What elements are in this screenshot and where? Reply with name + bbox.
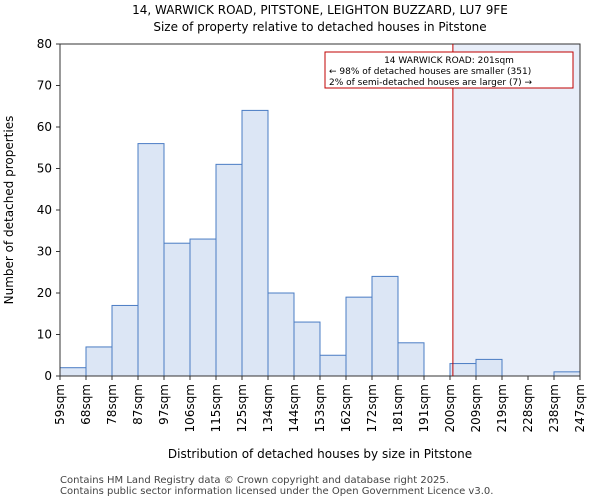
y-tick-label: 0: [44, 369, 52, 383]
bar: [111, 304, 139, 377]
bar: [553, 371, 581, 377]
bar: [293, 321, 321, 377]
annotation-line2: ← 98% of detached houses are smaller (35…: [329, 67, 531, 77]
highlight-region: [452, 44, 580, 376]
bar: [371, 275, 399, 377]
annotation-line3: 2% of semi-detached houses are larger (7…: [329, 78, 533, 88]
bar: [189, 238, 217, 377]
x-tick-label: 125sqm: [235, 384, 249, 432]
x-tick-label: 153sqm: [313, 384, 327, 432]
x-tick-label: 115sqm: [209, 384, 223, 432]
y-tick-label: 40: [37, 203, 52, 217]
x-tick-label: 228sqm: [521, 384, 535, 432]
bar: [241, 109, 269, 377]
footer-line1: Contains HM Land Registry data © Crown c…: [60, 475, 449, 486]
annotation-box: [324, 51, 574, 89]
bar: [59, 367, 87, 377]
x-tick-label: 87sqm: [131, 384, 145, 425]
y-tick-label: 10: [37, 328, 52, 342]
chart-title-line1: 14, WARWICK ROAD, PITSTONE, LEIGHTON BUZ…: [132, 3, 508, 17]
y-tick-label: 80: [37, 37, 52, 51]
bar: [267, 292, 295, 377]
x-tick-label: 144sqm: [287, 384, 301, 432]
bar: [215, 163, 243, 377]
bar: [449, 363, 477, 377]
x-tick-label: 172sqm: [365, 384, 379, 432]
x-tick-label: 134sqm: [261, 384, 275, 432]
chart-title-line2: Size of property relative to detached ho…: [153, 20, 486, 34]
x-tick-label: 68sqm: [79, 384, 93, 425]
bar: [475, 358, 503, 377]
x-tick-label: 59sqm: [53, 384, 67, 425]
x-tick-label: 247sqm: [573, 384, 587, 432]
bar: [163, 242, 191, 377]
x-tick-label: 97sqm: [157, 384, 171, 425]
y-tick-label: 60: [37, 120, 52, 134]
y-tick-label: 70: [37, 79, 52, 93]
bar: [319, 354, 347, 377]
x-tick-label: 181sqm: [391, 384, 405, 432]
plot-area: 0 10 20 30 40 50 60 70 80 59sqm 68sqm 78sqm 87sqm 97s…: [37, 37, 587, 432]
bar: [137, 143, 165, 377]
x-tick-label: 200sqm: [443, 384, 457, 432]
x-axis-label: Distribution of detached houses by size …: [168, 447, 472, 461]
x-tick-label: 78sqm: [105, 384, 119, 425]
bar: [397, 342, 425, 377]
y-tick-label: 30: [37, 245, 52, 259]
y-tick-label: 50: [37, 162, 52, 176]
x-tick-label: 238sqm: [547, 384, 561, 432]
y-tick-label: 20: [37, 286, 52, 300]
bar: [345, 296, 373, 377]
annotation-line1: 14 WARWICK ROAD: 201sqm: [384, 56, 514, 66]
x-tick-label: 209sqm: [469, 384, 483, 432]
bar: [85, 346, 113, 377]
x-tick-label: 191sqm: [417, 384, 431, 432]
x-tick-label: 106sqm: [183, 384, 197, 432]
footer-line2: Contains public sector information licen…: [60, 486, 493, 497]
x-tick-label: 219sqm: [495, 384, 509, 432]
x-tick-label: 162sqm: [339, 384, 353, 432]
y-axis-label: Number of detached properties: [2, 116, 16, 305]
